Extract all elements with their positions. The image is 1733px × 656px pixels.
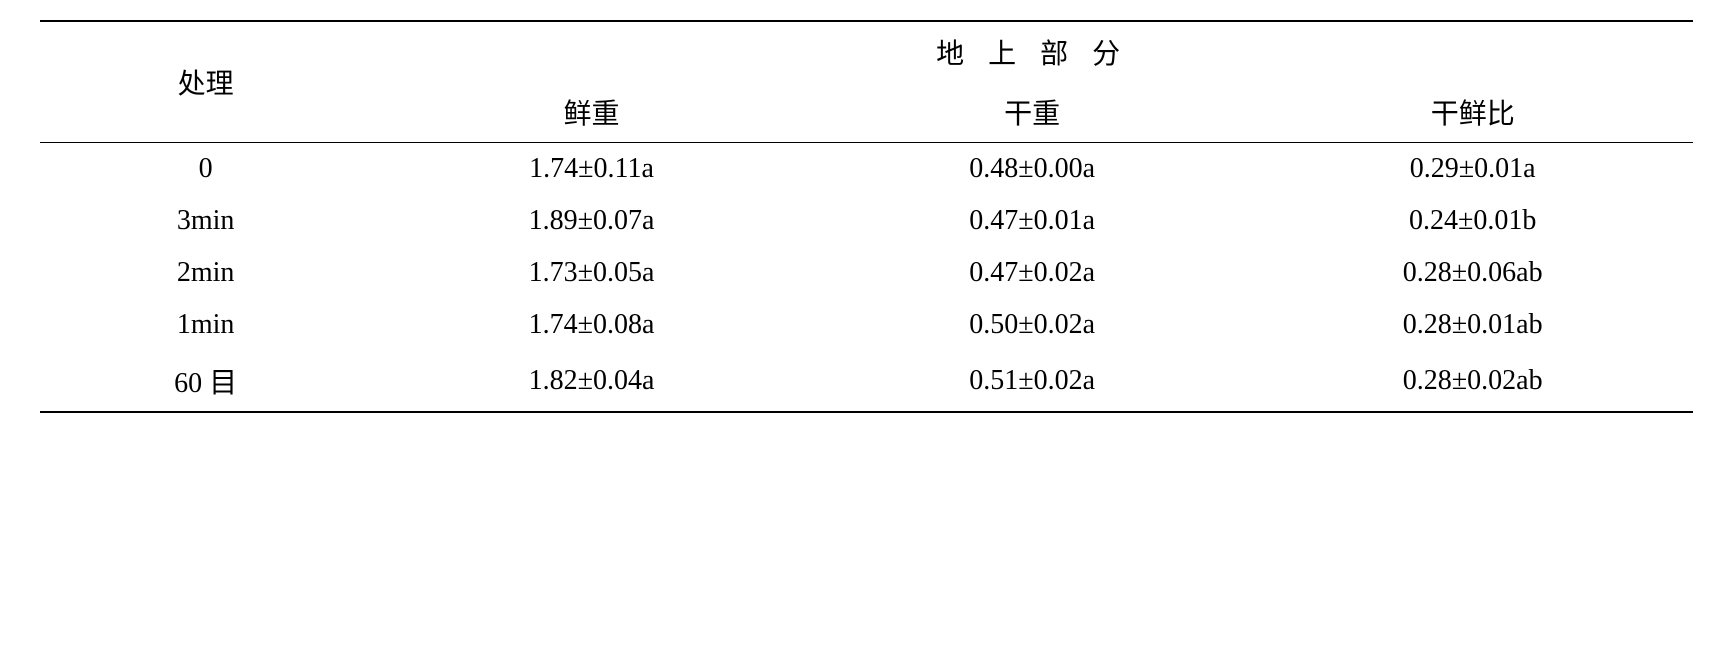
header-dry-fresh-ratio: 干鲜比 [1252, 82, 1693, 143]
table-row: 2min 1.73±0.05a 0.47±0.02a 0.28±0.06ab [40, 247, 1693, 299]
table-body: 0 1.74±0.11a 0.48±0.00a 0.29±0.01a 3min … [40, 143, 1693, 413]
cell-fresh: 1.89±0.07a [371, 195, 812, 247]
cell-treatment: 3min [40, 195, 371, 247]
cell-dry: 0.51±0.02a [812, 351, 1253, 412]
data-table: 处理 地上部分 鲜重 干重 干鲜比 0 1.74±0.11a 0.48±0.00… [40, 20, 1693, 413]
cell-treatment: 2min [40, 247, 371, 299]
cell-treatment: 0 [40, 143, 371, 196]
cell-dry: 0.47±0.02a [812, 247, 1253, 299]
cell-fresh: 1.73±0.05a [371, 247, 812, 299]
header-group-above: 地上部分 [371, 21, 1693, 82]
table-row: 1min 1.74±0.08a 0.50±0.02a 0.28±0.01ab [40, 299, 1693, 351]
cell-ratio: 0.29±0.01a [1252, 143, 1693, 196]
table-header: 处理 地上部分 鲜重 干重 干鲜比 [40, 21, 1693, 143]
cell-ratio: 0.28±0.01ab [1252, 299, 1693, 351]
table-row: 60 目 1.82±0.04a 0.51±0.02a 0.28±0.02ab [40, 351, 1693, 412]
header-dry-weight: 干重 [812, 82, 1253, 143]
cell-dry: 0.50±0.02a [812, 299, 1253, 351]
table-row: 0 1.74±0.11a 0.48±0.00a 0.29±0.01a [40, 143, 1693, 196]
cell-ratio: 0.28±0.02ab [1252, 351, 1693, 412]
cell-treatment: 1min [40, 299, 371, 351]
table-row: 3min 1.89±0.07a 0.47±0.01a 0.24±0.01b [40, 195, 1693, 247]
header-treatment: 处理 [40, 21, 371, 143]
cell-dry: 0.47±0.01a [812, 195, 1253, 247]
cell-treatment: 60 目 [40, 351, 371, 412]
header-fresh-weight: 鲜重 [371, 82, 812, 143]
cell-dry: 0.48±0.00a [812, 143, 1253, 196]
cell-fresh: 1.74±0.11a [371, 143, 812, 196]
cell-fresh: 1.74±0.08a [371, 299, 812, 351]
cell-fresh: 1.82±0.04a [371, 351, 812, 412]
cell-ratio: 0.28±0.06ab [1252, 247, 1693, 299]
cell-ratio: 0.24±0.01b [1252, 195, 1693, 247]
